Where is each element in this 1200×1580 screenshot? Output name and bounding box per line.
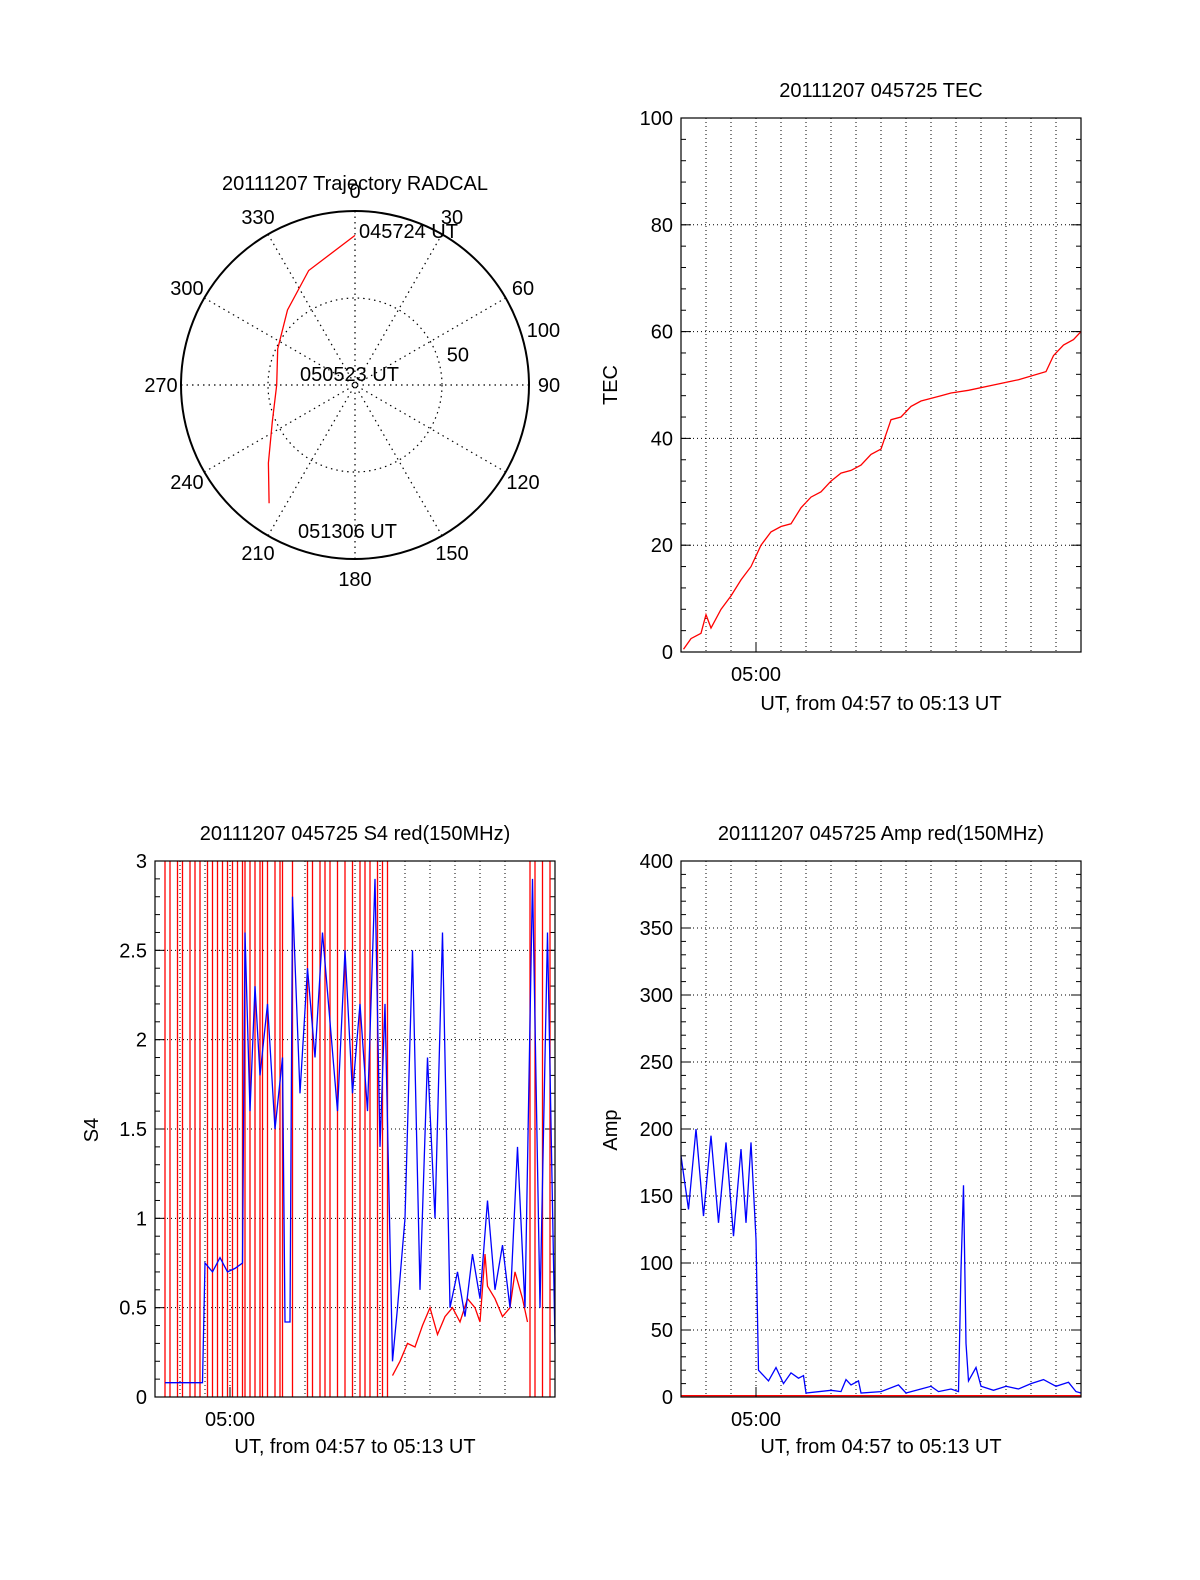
amp-y-tick-labels: 0 50 100 150 200 250 300 350 400 <box>640 851 673 1409</box>
polar-angle-tick-label: 90 <box>538 375 560 397</box>
polar-angle-tick-labels: 0 30 60 90 120 150 180 210 240 270 300 330 <box>144 181 560 591</box>
amp-y-tick-label: 0 <box>662 1387 673 1409</box>
polar-angle-tick-label: 210 <box>241 543 274 565</box>
polar-angle-tick-label: 60 <box>512 278 534 300</box>
polar-trajectory <box>267 234 356 504</box>
polar-angle-tick-label: 240 <box>170 472 203 494</box>
polar-panel: 20111207 Trajectory RADCAL 0 30 60 90 120 150… <box>144 173 560 591</box>
amp-y-tick-label: 200 <box>640 1119 673 1141</box>
polar-radial-tick-label: 50 <box>447 345 469 367</box>
polar-annotation-end: 051306 UT <box>298 521 397 543</box>
amp-plot-frame <box>680 860 1082 1398</box>
s4-plot-frame <box>154 860 556 1398</box>
tec-y-tick-label: 20 <box>651 535 673 557</box>
s4-title: 20111207 045725 S4 red(150MHz) <box>200 823 511 845</box>
polar-annotation-mid: 050523 UT <box>300 364 399 386</box>
tec-plot-frame <box>680 117 1082 653</box>
s4-y-tick-label: 3 <box>136 851 147 873</box>
polar-radial-tick-labels: 50 100 <box>447 320 560 367</box>
tec-x-tick-label: 05:00 <box>731 664 781 686</box>
s4-y-tick-label: 2 <box>136 1030 147 1052</box>
s4-y-tick-label: 0 <box>136 1387 147 1409</box>
amp-y-tick-label: 250 <box>640 1052 673 1074</box>
s4-y-tick-label: 2.5 <box>119 940 147 962</box>
s4-y-tick-label: 1.5 <box>119 1119 147 1141</box>
tec-y-tick-label: 100 <box>640 108 673 130</box>
polar-angle-tick-label: 120 <box>506 472 539 494</box>
s4-series-group <box>164 861 556 1397</box>
polar-title: 20111207 Trajectory RADCAL <box>222 173 488 195</box>
amp-y-tick-label: 300 <box>640 985 673 1007</box>
tec-series-line-0 <box>682 331 1082 650</box>
amp-x-tick-labels: 05:00 <box>731 1387 781 1431</box>
amp-x-axis-label: UT, from 04:57 to 05:13 UT <box>760 1436 1001 1458</box>
amp-y-tick-label: 150 <box>640 1186 673 1208</box>
s4-y-axis-label: S4 <box>81 1118 103 1142</box>
tec-y-tick-label: 80 <box>651 215 673 237</box>
polar-angle-tick-label: 30 <box>441 207 463 229</box>
amp-panel: 20111207 045725 Amp red(150MHz) 0 50 100 15… <box>600 823 1082 1458</box>
s4-panel: 20111207 045725 S4 red(150MHz) 0 0.5 1 1.5 2… <box>81 823 556 1458</box>
s4-series-line-0 <box>391 1254 529 1376</box>
tec-y-tick-labels: 0 20 40 60 80 100 <box>640 108 673 664</box>
s4-x-axis-label: UT, from 04:57 to 05:13 UT <box>234 1436 475 1458</box>
polar-angle-tick-label: 330 <box>241 207 274 229</box>
tec-y-axis-label: TEC <box>600 365 622 405</box>
tec-x-axis-label: UT, from 04:57 to 05:13 UT <box>760 693 1001 715</box>
tec-series-group <box>682 331 1082 650</box>
polar-annotation-start: 045724 UT <box>359 221 458 243</box>
amp-y-tick-label: 100 <box>640 1253 673 1275</box>
tec-x-tick-labels: 05:00 <box>731 642 781 686</box>
tec-title: 20111207 045725 TEC <box>779 80 983 102</box>
tec-panel: 20111207 045725 TEC 0 20 40 60 80 100 05:00 U… <box>600 80 1082 715</box>
polar-inner-ring <box>267 297 443 473</box>
polar-angle-tick-label: 0 <box>349 181 360 203</box>
amp-y-tick-label: 350 <box>640 918 673 940</box>
s4-y-tick-labels: 0 0.5 1 1.5 2 2.5 3 <box>119 851 147 1409</box>
amp-y-tick-label: 50 <box>651 1320 673 1342</box>
polar-trajectory-line <box>267 234 356 504</box>
amp-grid <box>681 860 1081 1398</box>
s4-x-tick-labels: 05:00 <box>205 1387 255 1431</box>
tec-grid <box>681 117 1081 653</box>
polar-grid <box>180 210 530 560</box>
polar-angle-tick-label: 300 <box>170 278 203 300</box>
amp-series-line-1 <box>680 1128 1082 1394</box>
amp-y-axis-label: Amp <box>600 1109 622 1150</box>
polar-angle-tick-label: 270 <box>144 375 177 397</box>
amp-title: 20111207 045725 Amp red(150MHz) <box>718 823 1044 845</box>
s4-y-tick-label: 0.5 <box>119 1298 147 1320</box>
polar-radial-tick-label: 100 <box>527 320 560 342</box>
tec-y-tick-label: 0 <box>662 642 673 664</box>
amp-y-tick-label: 400 <box>640 851 673 873</box>
s4-grid <box>155 860 555 1398</box>
s4-x-tick-label: 05:00 <box>205 1409 255 1431</box>
polar-angle-tick-label: 150 <box>435 543 468 565</box>
amp-x-tick-label: 05:00 <box>731 1409 781 1431</box>
polar-angle-tick-label: 180 <box>338 569 371 591</box>
tec-y-tick-label: 60 <box>651 322 673 344</box>
amp-series-group <box>680 1128 1082 1397</box>
tec-y-tick-label: 40 <box>651 428 673 450</box>
s4-y-tick-label: 1 <box>136 1208 147 1230</box>
s4-series-line-1 <box>165 878 556 1384</box>
